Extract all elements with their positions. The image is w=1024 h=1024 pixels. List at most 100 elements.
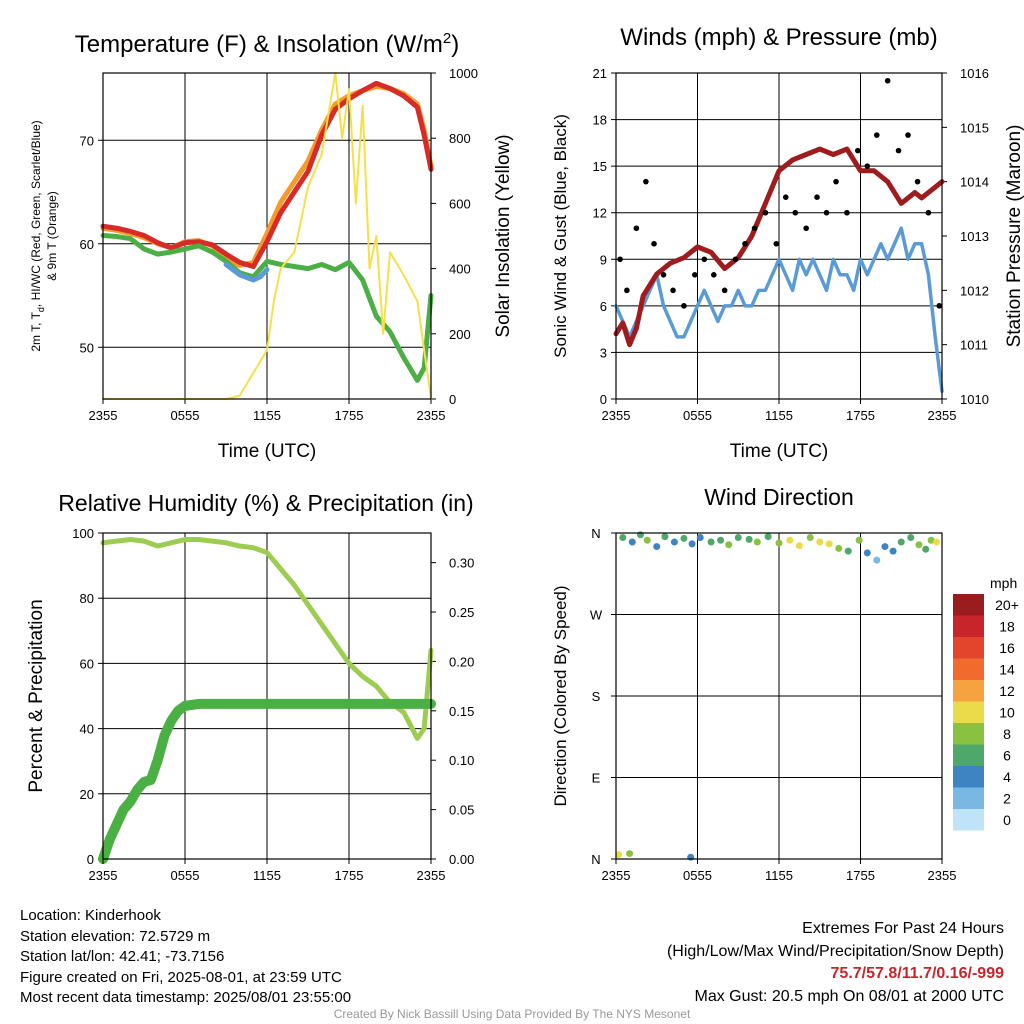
- x-tick-label: 2355: [417, 408, 446, 423]
- x-tick-label: 1155: [765, 868, 793, 883]
- temperature-chart: 50 60 70 0 200 400 600 800 1000 2355 0555 1155 1755 2…: [29, 30, 514, 462]
- humidity-chart: 0 20 40 60 80 100 0.00 0.05 0.10 0.15 0.20 0.25 0.30…: [26, 490, 474, 883]
- gust-point: [773, 240, 780, 247]
- gust-point: [914, 178, 921, 185]
- x-axis-label: Time (UTC): [730, 441, 829, 462]
- y-right-tick-label: 200: [449, 327, 471, 342]
- x-tick-label: 2355: [602, 408, 631, 423]
- x-tick-label: 1155: [765, 408, 793, 423]
- direction-point: [619, 534, 627, 542]
- colorbar-label: 12: [999, 683, 1015, 699]
- colorbar-swatch: [953, 787, 984, 809]
- direction-point: [680, 534, 688, 542]
- colorbar-swatch: [953, 594, 984, 616]
- y-tick-label: 18: [593, 113, 607, 128]
- direction-point: [764, 533, 772, 541]
- direction-point: [889, 547, 897, 555]
- direction-point: [933, 538, 941, 546]
- y-right-tick-label: 0.15: [449, 704, 474, 719]
- y-tick-label: S: [592, 689, 601, 704]
- gust-point: [895, 147, 902, 154]
- y-tick-label: 70: [80, 133, 94, 148]
- y-tick-label: 0: [87, 852, 94, 867]
- direction-point: [844, 547, 852, 555]
- gust-point: [844, 209, 850, 216]
- colorbar: mph 20+ 18 16 14 12 10 8 6 4 2 0: [953, 575, 1019, 831]
- direction-point: [615, 850, 623, 858]
- series-line: [613, 146, 945, 348]
- y-tick-label: 60: [80, 656, 94, 671]
- gust-point: [782, 194, 789, 200]
- x-tick-label: 2355: [89, 408, 118, 423]
- y-tick-label: 50: [80, 340, 94, 355]
- y-tick-label: 40: [80, 722, 94, 737]
- colorbar-swatch: [953, 723, 984, 745]
- x-tick-label: 0555: [683, 408, 712, 423]
- chart-title: Temperature (F) & Insolation (W/m2): [75, 30, 459, 58]
- x-tick-label: 1755: [846, 408, 875, 423]
- direction-point: [775, 539, 783, 547]
- y-right-axis-label: Solar Insolation (Yellow): [493, 134, 514, 337]
- direction-point: [922, 545, 930, 553]
- gust-point: [651, 240, 657, 247]
- y-tick-label: E: [592, 771, 601, 786]
- series-line: [614, 226, 944, 393]
- direction-point: [825, 540, 833, 548]
- chart-title: Relative Humidity (%) & Precipitation (i…: [58, 490, 473, 516]
- y-tick-label: 15: [593, 159, 607, 174]
- direction-point: [897, 538, 905, 546]
- gust-point: [617, 256, 623, 263]
- gust-point: [854, 147, 861, 154]
- gust-point: [624, 287, 630, 294]
- y-right-tick-label: 1015: [960, 120, 989, 135]
- direction-point: [717, 536, 725, 544]
- direction-point: [835, 544, 843, 552]
- gust-point: [823, 209, 830, 216]
- colorbar-swatch: [953, 809, 984, 831]
- direction-point: [688, 540, 696, 548]
- y-tick-label: W: [590, 608, 603, 623]
- y-right-tick-label: 1010: [960, 392, 989, 407]
- direction-point: [873, 556, 881, 564]
- x-tick-label: 2355: [928, 408, 957, 423]
- gust-point: [660, 272, 667, 278]
- created-text: Figure created on Fri, 2025-08-01, at 23…: [20, 968, 342, 986]
- y-tick-label: 20: [80, 787, 94, 802]
- y-right-tick-label: 1016: [960, 66, 989, 81]
- x-tick-label: 1755: [846, 868, 875, 883]
- y-tick-label: 0: [600, 392, 607, 407]
- direction-point: [643, 536, 651, 544]
- max-gust-text: Max Gust: 20.5 mph On 08/01 at 2000 UTC: [694, 987, 1005, 1005]
- credit-text: Created By Nick Bassill Using Data Provi…: [333, 1007, 691, 1021]
- series-line: [98, 698, 436, 864]
- y-axis-label: Sonic Wind & Gust (Blue, Black): [551, 114, 570, 358]
- gust-point: [633, 225, 640, 232]
- y-right-tick-label: 0.20: [449, 654, 474, 669]
- series-line: [102, 72, 432, 400]
- colorbar-swatch: [953, 658, 984, 680]
- y-tick-label: N: [591, 852, 600, 867]
- y-right-tick-label: 0.05: [449, 803, 474, 818]
- y-tick-label: N: [591, 526, 600, 541]
- colorbar-swatch: [953, 680, 984, 702]
- gust-point: [742, 240, 748, 247]
- colorbar-label: 18: [999, 619, 1015, 635]
- direction-point: [696, 534, 704, 542]
- direction-point: [753, 538, 761, 546]
- extremes-subtitle: (High/Low/Max Wind/Precipitation/Snow De…: [666, 942, 1004, 960]
- colorbar-label: 10: [999, 705, 1015, 721]
- colorbar-label: 16: [999, 640, 1015, 656]
- gust-point: [833, 178, 839, 185]
- colorbar-swatch: [953, 637, 984, 659]
- chart-title: Wind Direction: [704, 484, 854, 510]
- colorbar-label: 6: [1003, 748, 1011, 764]
- colorbar-title: mph: [990, 575, 1017, 591]
- extremes-title: Extremes For Past 24 Hours: [802, 920, 1004, 937]
- gust-point: [681, 303, 687, 309]
- colorbar-swatch: [953, 766, 984, 788]
- latlon-text: Station lat/lon: 42.41; -73.7156: [20, 948, 225, 965]
- recent-text: Most recent data timestamp: 2025/08/01 2…: [20, 989, 352, 1006]
- gust-point: [670, 287, 676, 294]
- gust-point: [905, 132, 911, 138]
